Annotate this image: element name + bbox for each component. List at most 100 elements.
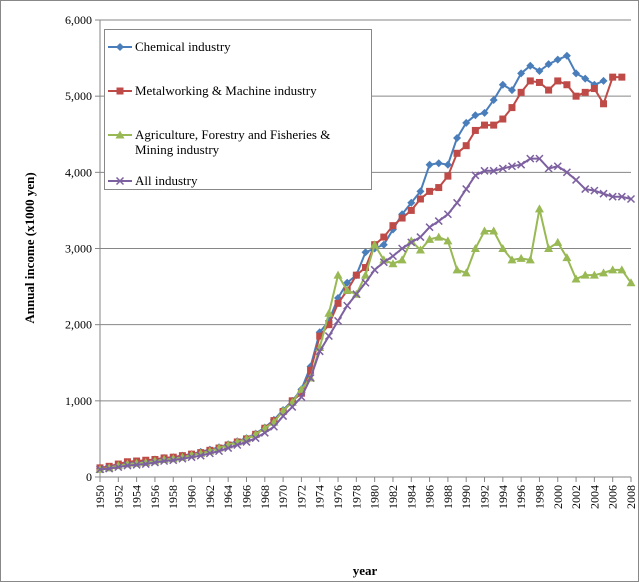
legend: Chemical industry Metalworking & Machine … [104,29,372,190]
marker [407,238,416,247]
marker [389,222,397,230]
marker [590,85,598,93]
marker [343,278,352,287]
marker [608,192,617,201]
marker [618,73,626,81]
marker [316,332,324,340]
legend-label: Agriculture, Forestry and Fisheries & Mi… [135,127,331,157]
marker [297,392,306,402]
x-tick-label: 1990 [459,485,473,509]
marker [535,78,543,86]
marker [214,447,224,456]
marker [452,265,462,274]
marker [480,108,489,117]
marker [462,118,471,127]
x-tick-label: 1960 [185,485,199,509]
marker [224,444,233,453]
marker [315,347,324,356]
x-tick-label: 1988 [441,485,455,509]
marker [426,187,434,195]
marker [416,187,425,196]
x-tick-label: 1962 [203,485,217,509]
x-tick-label: 1970 [276,485,290,509]
marker [554,77,562,85]
marker [434,232,444,241]
marker [379,240,388,249]
marker [361,278,370,287]
marker [516,253,526,262]
marker [434,217,443,226]
marker [480,226,490,235]
marker [269,422,278,431]
marker [626,194,636,204]
marker [508,104,516,112]
marker [480,166,489,175]
legend-entry: Chemical industry [105,39,370,55]
marker [590,186,599,195]
marker [499,115,507,123]
marker [398,214,406,222]
marker [609,73,617,81]
marker [416,233,425,242]
marker [388,252,397,261]
marker [507,162,517,171]
y-tick-label: 2,000 [65,318,92,332]
x-tick-label: 1956 [148,485,162,509]
marker [307,366,315,374]
marker [553,55,562,64]
x-tick-label: 1950 [93,485,107,509]
marker [334,316,343,325]
marker [116,87,124,95]
marker [205,449,214,458]
marker [324,308,334,317]
x-tick-label: 1994 [496,485,510,509]
marker [453,134,462,143]
legend-label: Metalworking & Machine industry [135,83,317,98]
marker [352,271,360,279]
marker [160,456,169,466]
marker [406,236,416,245]
marker [115,130,125,139]
y-tick-label: 6,000 [65,13,92,27]
marker [562,168,571,177]
marker [407,206,415,214]
marker [132,460,141,469]
marker [535,67,544,76]
y-tick-label: 0 [86,470,92,484]
marker [370,240,380,249]
marker [580,270,590,279]
marker [490,121,498,129]
marker [278,406,288,415]
marker [370,265,379,274]
marker [581,185,590,194]
marker [443,210,452,219]
x-tick-label: 2006 [606,485,620,509]
marker [617,192,626,201]
x-tick-label: 2000 [551,485,565,509]
marker [196,451,205,460]
x-tick-label: 1986 [423,485,437,509]
marker [380,233,388,241]
marker [553,237,563,246]
marker [416,195,424,203]
marker [116,43,124,51]
legend-swatch [108,87,132,95]
legend-label: Chemical industry [135,39,231,54]
x-tick-label: 2002 [569,485,583,509]
x-tick-label: 1998 [532,485,546,509]
x-tick-label: 1954 [130,485,144,509]
marker [507,255,517,264]
x-tick-label: 1966 [239,485,253,509]
marker [471,126,479,134]
marker [443,236,453,245]
marker [572,69,581,78]
marker [260,428,269,437]
x-tick-label: 1980 [368,485,382,509]
marker [288,402,297,411]
marker [95,465,105,474]
marker [187,453,196,462]
marker [481,121,489,129]
marker [105,464,114,473]
marker [581,74,590,83]
x-tick-label: 1976 [331,485,345,509]
